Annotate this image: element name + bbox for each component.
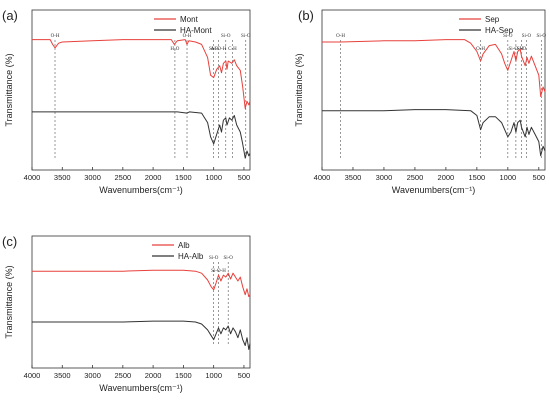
x-axis-label: Wavenumbers(cm⁻¹) [99, 185, 182, 195]
x-tick-label: 1500 [175, 173, 192, 182]
series-line-ha-mont [32, 111, 251, 159]
series-line-sep [322, 39, 546, 97]
panel-label: (c) [2, 234, 17, 249]
x-tick-label: 1500 [469, 173, 486, 182]
panel-label: (b) [298, 8, 314, 23]
x-tick-label: 1000 [205, 371, 222, 380]
peak-annotation: O-H [476, 47, 485, 52]
peak-annotation: Si-O [241, 34, 251, 39]
peak-annotation: H₂O [170, 47, 179, 52]
chart-panel-3: (c) 4000 3500 3000 2500 2000 1500 1000 500 Wavenu… [2, 234, 251, 393]
legend-label: Sep [485, 15, 500, 24]
series-line-mont [32, 39, 251, 109]
y-axis-label: Transmittance (%) [294, 53, 304, 126]
x-tick-label: 3000 [84, 371, 101, 380]
peak-annotation: Al-O-H [211, 47, 227, 52]
legend-label: HA-Alb [178, 252, 204, 261]
y-axis-label: Transmittance (%) [4, 265, 14, 338]
x-tick-label: 3500 [345, 173, 362, 182]
plot-frame [321, 9, 546, 171]
series-line-ha-sep [322, 109, 546, 157]
peak-annotation: O-H [51, 34, 60, 39]
legend-label: HA-Sep [485, 26, 514, 35]
x-tick-label: 4000 [24, 371, 41, 380]
series-line-alb [32, 269, 251, 298]
legend-label: Alb [178, 241, 190, 250]
peak-annotation: Si-O [503, 34, 513, 39]
series-line-ha-alb [32, 320, 251, 350]
peak-annotation: C-H [228, 47, 237, 52]
legend-label: HA-Mont [180, 26, 212, 35]
peak-annotation: Si-O [522, 34, 532, 39]
peak-annotation: Si-O [209, 47, 219, 52]
x-tick-label: 500 [238, 371, 251, 380]
peak-annotation: Si-O [517, 47, 527, 52]
peak-annotation: Si-O [209, 256, 219, 261]
peak-annotation: Si-O-H [211, 269, 226, 274]
x-tick-label: 4000 [24, 173, 41, 182]
y-axis-label: Transmittance (%) [4, 53, 14, 126]
panel-label: (a) [2, 8, 18, 23]
x-tick-label: 1000 [205, 173, 222, 182]
plot-frame [31, 9, 251, 171]
x-axis-label: Wavenumbers(cm⁻¹) [392, 185, 475, 195]
x-tick-label: 3000 [376, 173, 393, 182]
peak-annotation: Si-O-H [509, 47, 524, 52]
x-tick-label: 2500 [114, 173, 131, 182]
x-tick-label: 3500 [54, 371, 71, 380]
plot-frame [31, 235, 251, 369]
x-tick-label: 2500 [407, 173, 424, 182]
peak-annotation: Si-O [537, 34, 547, 39]
x-tick-label: 2500 [114, 371, 131, 380]
x-tick-label: 2000 [438, 173, 455, 182]
x-tick-label: 2000 [145, 371, 162, 380]
x-tick-label: 3000 [84, 173, 101, 182]
peak-annotation: Si-O [221, 34, 231, 39]
x-axis-label: Wavenumbers(cm⁻¹) [99, 383, 182, 393]
chart-panel-1: (a) 4000 3500 3000 2500 2000 1500 1000 500 Wavenu… [2, 8, 251, 195]
x-tick-label: 1000 [499, 173, 516, 182]
x-tick-label: 500 [533, 173, 546, 182]
x-tick-label: 4000 [314, 173, 331, 182]
peak-annotation: O-H [336, 34, 345, 39]
peak-annotation: Si-O [223, 256, 233, 261]
peak-annotation: O-H [183, 34, 192, 39]
x-tick-label: 2000 [145, 173, 162, 182]
chart-panel-2: (b) 4000 3500 3000 2500 2000 1500 1000 500 Wavenu… [294, 8, 546, 195]
x-tick-label: 1500 [175, 371, 192, 380]
x-tick-label: 3500 [54, 173, 71, 182]
legend-label: Mont [180, 15, 199, 24]
x-tick-label: 500 [238, 173, 251, 182]
